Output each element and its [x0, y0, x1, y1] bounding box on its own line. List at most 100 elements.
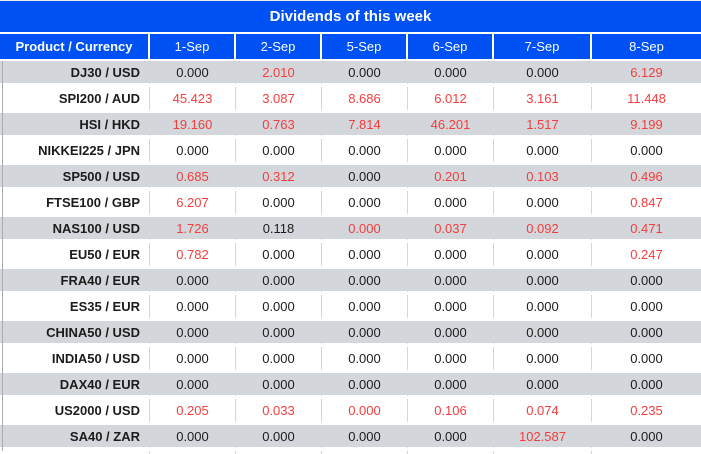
- product-cell: HSI / HKD: [0, 113, 150, 137]
- value-cell: 0.763: [236, 113, 322, 137]
- value-cell: 6.207: [150, 191, 236, 215]
- partial-next-row: [0, 451, 701, 454]
- value-cell: 3.161: [494, 87, 592, 111]
- value-cell: 0.000: [322, 139, 408, 163]
- table-row: DAX40 / EUR 0.000 0.000 0.000 0.000 0.000 0.00…: [0, 373, 701, 399]
- value-cell: 0.092: [494, 217, 592, 241]
- value-cell: 19.160: [150, 113, 236, 137]
- value-cell: 9.199: [592, 113, 701, 137]
- value-cell: 0.000: [408, 269, 494, 293]
- column-header-date: 6-Sep: [408, 34, 494, 59]
- table-body: DJ30 / USD 0.000 2.010 0.000 0.000 0.000 6.129…: [0, 61, 701, 451]
- value-cell: 0.074: [494, 399, 592, 423]
- value-cell: 0.103: [494, 165, 592, 189]
- table-row: FRA40 / EUR 0.000 0.000 0.000 0.000 0.000 0.00…: [0, 269, 701, 295]
- value-cell: 0.000: [150, 269, 236, 293]
- product-cell: NAS100 / USD: [0, 217, 150, 241]
- table-row: EU50 / EUR 0.782 0.000 0.000 0.000 0.000 0.247: [0, 243, 701, 269]
- value-cell: 0.000: [494, 269, 592, 293]
- product-cell: NIKKEI225 / JPN: [0, 139, 150, 163]
- value-cell: 0.000: [322, 217, 408, 241]
- value-cell: 0.000: [236, 373, 322, 397]
- value-cell: 0.471: [592, 217, 701, 241]
- table-row: FTSE100 / GBP 6.207 0.000 0.000 0.000 0.000 0.…: [0, 191, 701, 217]
- partial-cell: [0, 451, 150, 454]
- table-row: NIKKEI225 / JPN 0.000 0.000 0.000 0.000 0.000…: [0, 139, 701, 165]
- value-cell: 0.000: [592, 373, 701, 397]
- column-header-product: Product / Currency: [0, 34, 150, 59]
- value-cell: 0.000: [408, 295, 494, 319]
- value-cell: 0.000: [150, 295, 236, 319]
- value-cell: 0.000: [322, 373, 408, 397]
- partial-cell: [592, 451, 701, 454]
- column-header-date: 7-Sep: [494, 34, 592, 59]
- value-cell: 0.000: [494, 373, 592, 397]
- value-cell: 0.000: [592, 347, 701, 371]
- partial-cell: [150, 451, 236, 454]
- product-cell: ES35 / EUR: [0, 295, 150, 319]
- product-cell: DAX40 / EUR: [0, 373, 150, 397]
- product-cell: INDIA50 / USD: [0, 347, 150, 371]
- value-cell: 46.201: [408, 113, 494, 137]
- value-cell: 0.000: [592, 425, 701, 449]
- product-cell: SPI200 / AUD: [0, 87, 150, 111]
- value-cell: 6.012: [408, 87, 494, 111]
- value-cell: 0.000: [322, 191, 408, 215]
- column-header-date: 8-Sep: [592, 34, 701, 59]
- value-cell: 102.587: [494, 425, 592, 449]
- value-cell: 0.000: [408, 61, 494, 85]
- value-cell: 0.000: [408, 425, 494, 449]
- value-cell: 0.037: [408, 217, 494, 241]
- value-cell: 0.000: [494, 295, 592, 319]
- value-cell: 1.726: [150, 217, 236, 241]
- value-cell: 0.000: [322, 347, 408, 371]
- value-cell: 0.000: [236, 295, 322, 319]
- value-cell: 0.000: [236, 139, 322, 163]
- product-cell: SA40 / ZAR: [0, 425, 150, 449]
- table-row: CHINA50 / USD 0.000 0.000 0.000 0.000 0.000 0.…: [0, 321, 701, 347]
- value-cell: 0.000: [494, 243, 592, 267]
- product-cell: EU50 / EUR: [0, 243, 150, 267]
- table-row: DJ30 / USD 0.000 2.010 0.000 0.000 0.000 6.129: [0, 61, 701, 87]
- value-cell: 1.517: [494, 113, 592, 137]
- value-cell: 0.000: [408, 321, 494, 345]
- value-cell: 8.686: [322, 87, 408, 111]
- product-cell: DJ30 / USD: [0, 61, 150, 85]
- value-cell: 0.106: [408, 399, 494, 423]
- column-header-date: 1-Sep: [150, 34, 236, 59]
- partial-cell: [494, 451, 592, 454]
- value-cell: 0.000: [408, 243, 494, 267]
- value-cell: 0.000: [236, 321, 322, 345]
- value-cell: 0.782: [150, 243, 236, 267]
- table-row: INDIA50 / USD 0.000 0.000 0.000 0.000 0.000 0.…: [0, 347, 701, 373]
- value-cell: 45.423: [150, 87, 236, 111]
- product-cell: FRA40 / EUR: [0, 269, 150, 293]
- value-cell: 0.000: [322, 61, 408, 85]
- value-cell: 0.312: [236, 165, 322, 189]
- value-cell: 0.000: [322, 399, 408, 423]
- value-cell: 0.496: [592, 165, 701, 189]
- table-row: SP500 / USD 0.685 0.312 0.000 0.201 0.103 0.49…: [0, 165, 701, 191]
- value-cell: 3.087: [236, 87, 322, 111]
- column-header-date: 2-Sep: [236, 34, 322, 59]
- partial-cell: [322, 451, 408, 454]
- value-cell: 0.235: [592, 399, 701, 423]
- value-cell: 0.205: [150, 399, 236, 423]
- top-border-line: [0, 0, 701, 1]
- value-cell: 0.000: [592, 269, 701, 293]
- value-cell: 0.847: [592, 191, 701, 215]
- value-cell: 0.000: [236, 425, 322, 449]
- value-cell: 0.000: [408, 139, 494, 163]
- value-cell: 0.201: [408, 165, 494, 189]
- value-cell: 0.000: [592, 295, 701, 319]
- value-cell: 0.000: [150, 139, 236, 163]
- value-cell: 0.000: [236, 243, 322, 267]
- value-cell: 0.118: [236, 217, 322, 241]
- value-cell: 0.247: [592, 243, 701, 267]
- value-cell: 0.685: [150, 165, 236, 189]
- value-cell: 0.000: [494, 347, 592, 371]
- value-cell: 0.000: [322, 165, 408, 189]
- value-cell: 0.000: [408, 191, 494, 215]
- value-cell: 0.000: [592, 139, 701, 163]
